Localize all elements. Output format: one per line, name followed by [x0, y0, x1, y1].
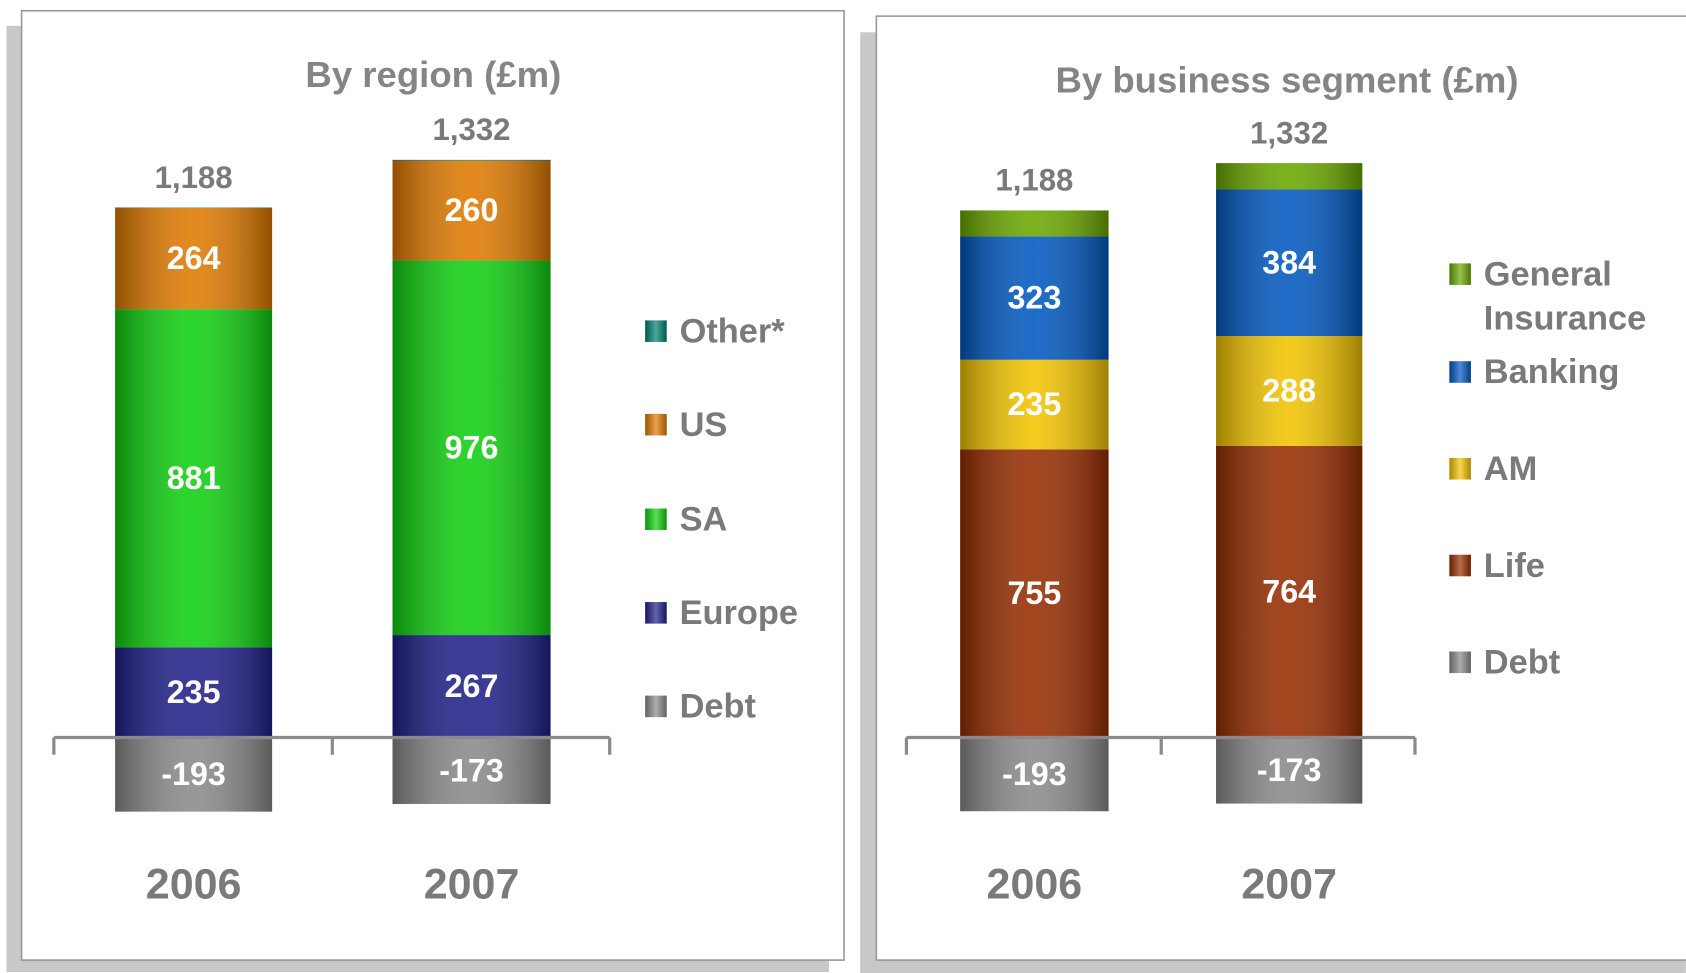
bar-shade [1216, 189, 1363, 337]
bar-shade [115, 207, 273, 310]
legend-swatch-shade [1449, 458, 1471, 480]
bar-shade [960, 210, 1109, 237]
bar-shade [1216, 163, 1363, 190]
value-label: 288 [1262, 373, 1316, 409]
bar-shade [960, 449, 1109, 738]
value-label: 267 [445, 668, 499, 704]
total-label: 1,188 [155, 160, 233, 195]
legend-label: Debt [680, 688, 757, 726]
legend-swatch-shade [645, 413, 667, 436]
value-label: -173 [1257, 752, 1322, 788]
legend-swatch-shade [1449, 361, 1471, 383]
legend-swatch-shade [645, 508, 667, 531]
x-tick-label: 2007 [1241, 860, 1337, 908]
bar-shade [960, 737, 1109, 812]
bar-shade [392, 635, 551, 738]
total-label: 1,188 [995, 163, 1073, 198]
chart-title: By business segment (£m) [1055, 59, 1518, 100]
legend-label: US [680, 406, 728, 444]
bar-shade [960, 359, 1109, 450]
bar-shade [115, 737, 273, 812]
bar-shade [392, 159, 551, 161]
total-label: 1,332 [1250, 115, 1328, 150]
legend-swatch-shade [1449, 554, 1471, 577]
x-tick-label: 2006 [987, 860, 1083, 908]
value-label: 976 [445, 429, 499, 465]
bar-shade [115, 309, 273, 648]
value-label: -193 [1002, 756, 1067, 792]
bar-shade [1216, 445, 1363, 738]
value-label: 755 [1007, 575, 1061, 611]
bar-shade [115, 647, 273, 738]
value-label: 235 [1007, 386, 1061, 422]
value-label: -193 [161, 756, 226, 792]
x-tick-label: 2007 [424, 860, 520, 908]
legend-label: SA [680, 501, 728, 539]
legend-label: Other* [680, 312, 786, 350]
legend-swatch-shade [645, 320, 667, 342]
value-label: 235 [167, 674, 221, 710]
value-label: -173 [439, 752, 504, 788]
x-tick-label: 2006 [146, 860, 242, 908]
value-label: 323 [1007, 280, 1061, 316]
legend-label: AM [1484, 450, 1537, 488]
legend-swatch-shade [1449, 263, 1471, 285]
legend-swatch-shade [645, 695, 667, 718]
legend-label: Europe [680, 594, 798, 632]
bar-shade [960, 236, 1109, 360]
bar-shade [392, 737, 551, 804]
chart-title: By region (£m) [305, 54, 561, 95]
legend-label: Banking [1484, 353, 1620, 391]
value-label: 260 [445, 192, 499, 228]
value-label: 764 [1262, 573, 1316, 609]
value-label: 384 [1262, 244, 1316, 280]
legend-swatch-shade [1449, 651, 1471, 674]
legend-label: Debt [1484, 644, 1561, 682]
legend-label: General Insurance [1484, 255, 1646, 337]
bar-shade [392, 160, 551, 261]
value-label: 881 [167, 460, 221, 496]
bar-shade [392, 260, 551, 636]
legend-swatch-shade [645, 602, 667, 624]
bar-shade [1216, 737, 1363, 804]
value-label: 264 [167, 240, 221, 276]
bar-shade [1216, 336, 1363, 446]
total-label: 1,332 [433, 112, 511, 147]
legend-label: Life [1484, 547, 1545, 585]
